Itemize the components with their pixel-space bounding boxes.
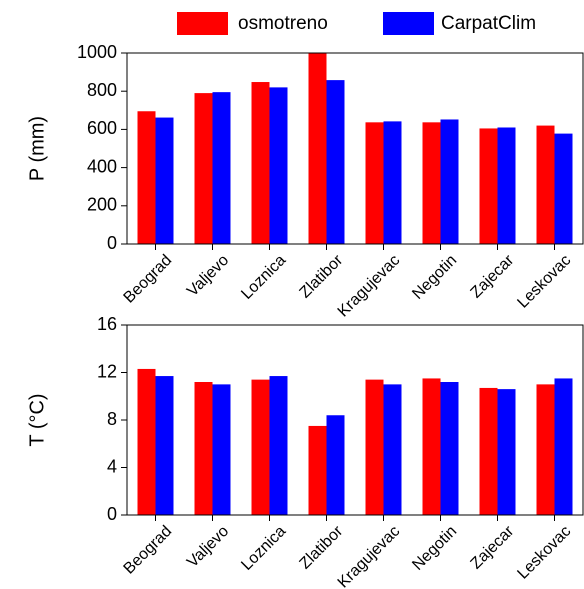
bar xyxy=(422,378,441,515)
bar xyxy=(383,384,402,515)
x-tick-label: Leskovac xyxy=(514,252,574,312)
bar xyxy=(554,133,573,244)
bar xyxy=(251,379,270,515)
y-tick-label: 1000 xyxy=(77,42,117,62)
bar xyxy=(326,415,345,515)
plot-frame xyxy=(126,52,584,245)
bar xyxy=(440,119,459,244)
x-tick-label: Loznica xyxy=(238,523,289,574)
bar xyxy=(137,368,156,515)
x-tick-label: Kragujevac xyxy=(335,252,404,321)
x-tick-label: Valjevo xyxy=(184,523,232,571)
x-tick-label: Valjevo xyxy=(184,252,232,300)
bar xyxy=(212,92,231,244)
y-axis-label: T (°C) xyxy=(26,393,48,446)
y-tick-label: 0 xyxy=(107,233,117,253)
bar xyxy=(422,122,441,244)
y-tick-label: 800 xyxy=(87,80,117,100)
bar xyxy=(194,382,213,515)
bar xyxy=(212,384,231,515)
bar xyxy=(269,376,288,515)
bar xyxy=(308,53,327,244)
bar xyxy=(536,125,555,244)
x-tick-label: Beograd xyxy=(121,523,176,578)
x-tick-label: Loznica xyxy=(238,252,289,303)
y-tick-label: 12 xyxy=(97,361,117,381)
bar xyxy=(497,127,516,244)
x-tick-label: Negotin xyxy=(409,523,460,574)
bar xyxy=(497,389,516,515)
y-tick-label: 8 xyxy=(107,409,117,429)
legend-swatch xyxy=(383,12,434,35)
y-tick-label: 0 xyxy=(107,504,117,524)
bar xyxy=(194,93,213,244)
x-tick-label: Zajecar xyxy=(468,251,518,301)
bar xyxy=(155,376,174,515)
x-tick-label: Beograd xyxy=(121,252,176,307)
y-tick-label: 4 xyxy=(107,456,117,476)
bar xyxy=(137,111,156,244)
x-tick-label: Kragujevac xyxy=(335,523,404,589)
x-tick-label: Zlatibor xyxy=(297,522,347,572)
legend-swatch xyxy=(177,12,228,35)
x-tick-label: Leskovac xyxy=(514,523,574,583)
legend-text: osmotreno xyxy=(238,13,328,34)
bar xyxy=(326,80,345,244)
bar xyxy=(365,379,384,515)
bar xyxy=(365,122,384,244)
bar xyxy=(383,121,402,244)
y-tick-label: 16 xyxy=(97,314,117,334)
y-tick-label: 600 xyxy=(87,118,117,138)
x-tick-label: Zlatibor xyxy=(297,251,347,301)
legend-text: CarpatClim xyxy=(441,13,536,34)
plot-frame xyxy=(126,324,584,516)
bar xyxy=(269,87,288,244)
bar xyxy=(479,387,498,515)
bar xyxy=(479,128,498,244)
y-tick-label: 400 xyxy=(87,156,117,176)
bar xyxy=(536,384,555,515)
x-tick-label: Negotin xyxy=(409,252,460,303)
bar xyxy=(440,382,459,515)
bar xyxy=(251,82,270,244)
y-tick-label: 200 xyxy=(87,195,117,215)
y-axis-label: P (mm) xyxy=(26,116,48,181)
bar xyxy=(308,425,327,515)
bar xyxy=(554,378,573,515)
x-tick-label: Zajecar xyxy=(468,522,518,572)
bar xyxy=(155,117,174,244)
